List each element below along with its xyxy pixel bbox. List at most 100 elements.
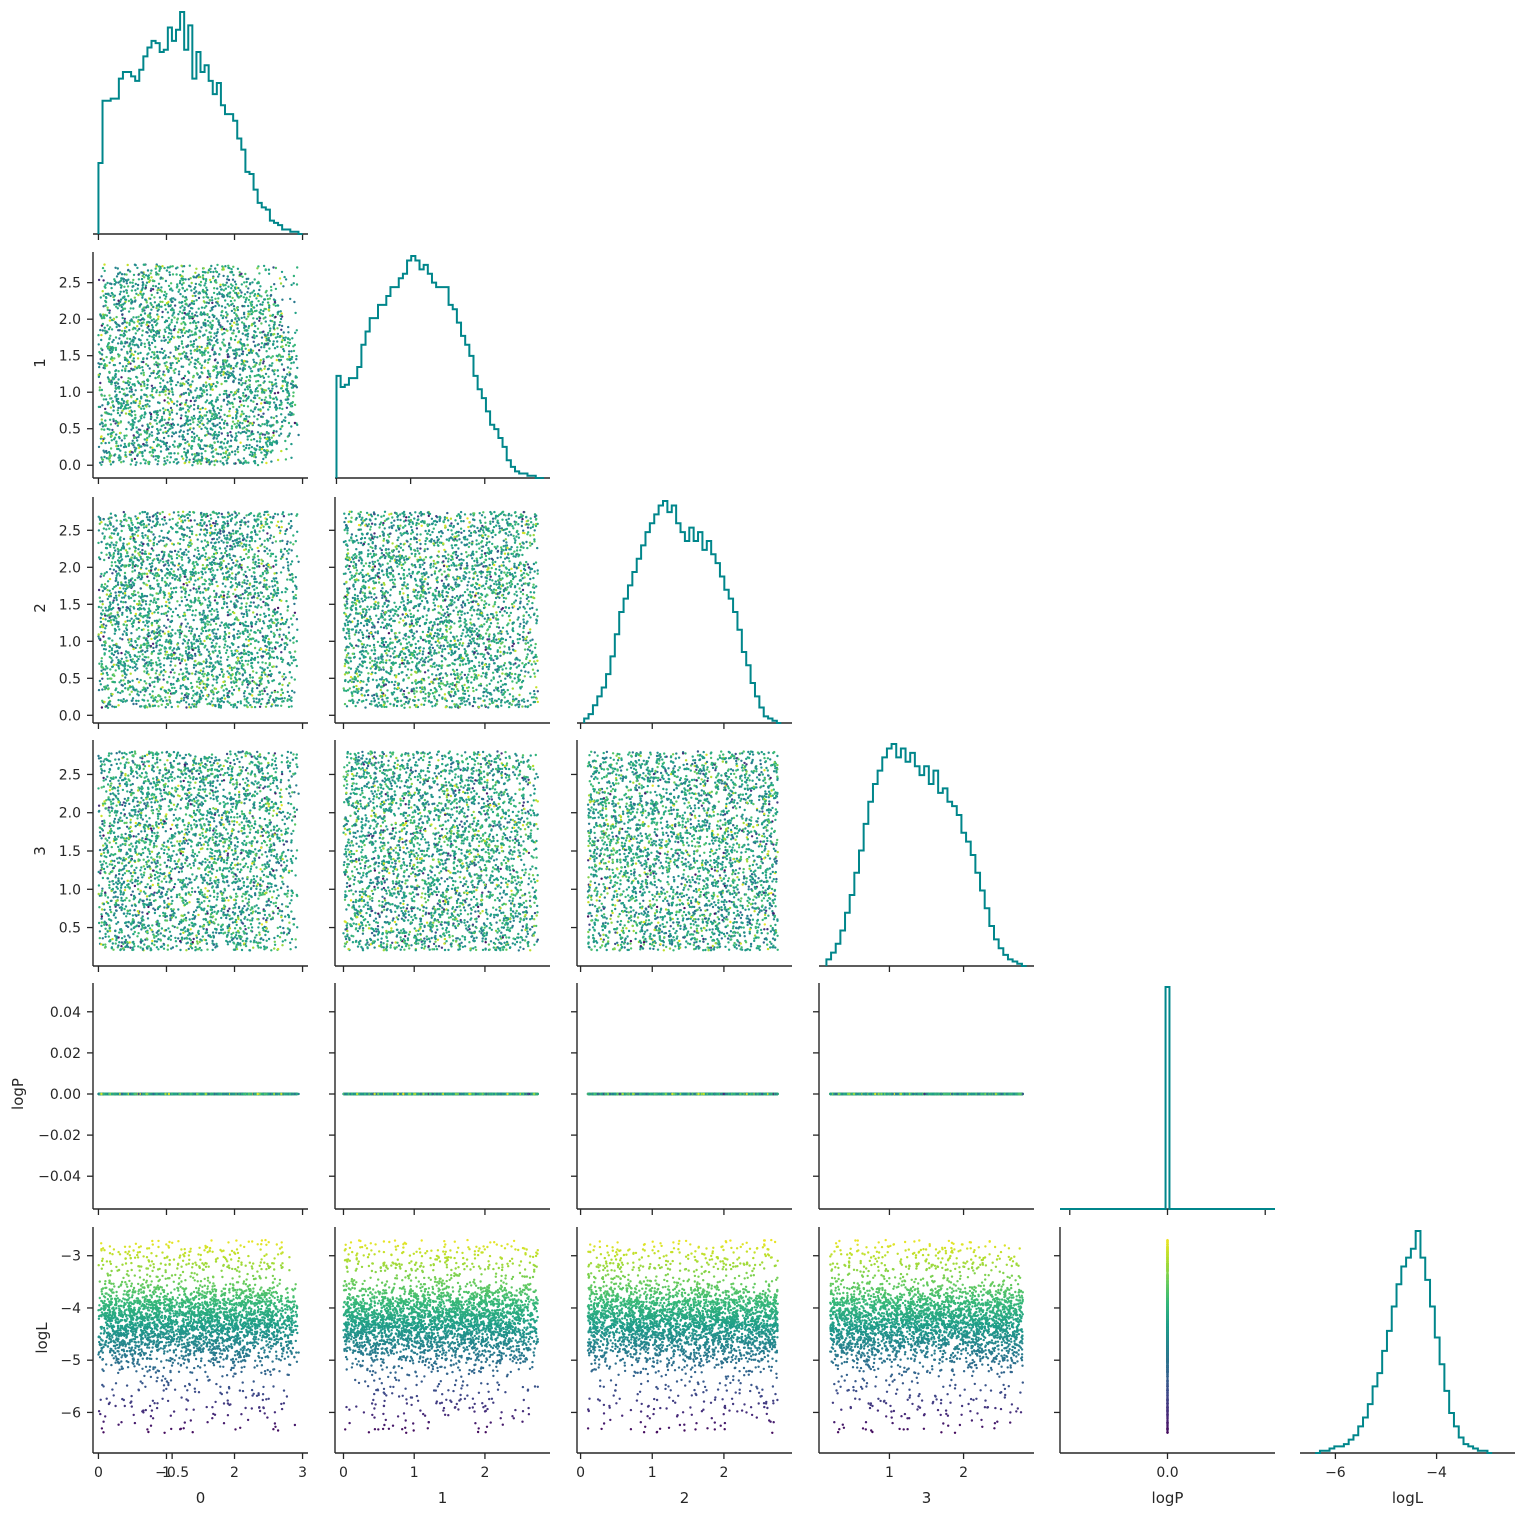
scatter-point [112,339,114,341]
scatter-point [238,348,240,350]
scatter-point [268,309,270,311]
scatter-point [285,278,287,280]
scatter-point [182,295,184,297]
scatter-point [261,304,263,306]
scatter-point [201,306,203,308]
scatter-point [99,363,101,365]
scatter-point [171,409,173,411]
scatter-point [159,382,161,384]
scatter-point [124,443,126,445]
scatter-point [263,265,265,267]
scatter-point [198,337,200,339]
scatter-point [206,458,208,460]
scatter-point [279,428,281,430]
scatter-point [179,385,181,387]
scatter-point [203,414,205,416]
scatter-point [252,350,254,352]
scatter-point [141,278,143,280]
scatter-point [238,406,240,408]
scatter-point [242,463,244,465]
scatter-point [169,461,171,463]
scatter-point [260,402,262,404]
scatter-point [227,295,229,297]
scatter-point [191,282,193,284]
scatter-point [121,405,123,407]
scatter-point [273,401,275,403]
scatter-point [275,288,277,290]
scatter-point [229,431,231,433]
scatter-point [257,300,259,302]
scatter-point [102,450,104,452]
scatter-point [247,462,249,464]
scatter-point [248,325,250,327]
scatter-point [255,297,257,299]
scatter-point [125,412,127,414]
scatter-point [258,374,260,376]
scatter-point [275,267,277,269]
scatter-point [131,411,133,413]
scatter-point [137,357,139,359]
scatter-point [114,390,116,392]
scatter-point [273,324,275,326]
scatter-point [231,271,233,273]
scatter-point [100,314,102,316]
scatter-point [230,445,232,447]
scatter-point [285,376,287,378]
scatter-point [166,442,168,444]
scatter-point [230,391,232,393]
scatter-point [135,376,137,378]
scatter-point [124,330,126,332]
scatter-point [115,395,117,397]
scatter-point [268,305,270,307]
scatter-point [282,356,284,358]
scatter-point [184,300,186,302]
scatter-point [256,335,258,337]
scatter-point [182,458,184,460]
scatter-point [133,357,135,359]
scatter-point [150,272,152,274]
scatter-point [275,385,277,387]
scatter-point [280,310,282,312]
scatter-point [110,423,112,425]
scatter-point [182,346,184,348]
scatter-point [144,298,146,300]
scatter-point [129,406,131,408]
scatter-point [166,459,168,461]
scatter-point [227,354,229,356]
scatter-point [139,400,141,402]
scatter-point [290,362,292,364]
scatter-point [165,432,167,434]
scatter-point [101,394,103,396]
scatter-point [237,323,239,325]
scatter-point [194,331,196,333]
scatter-point [279,277,281,279]
y-tick-label: 0.0 [59,458,81,474]
scatter-point [157,273,159,275]
scatter-point [215,367,217,369]
scatter-point [227,454,229,456]
scatter-point [214,267,216,269]
scatter-point [195,268,197,270]
scatter-point [134,450,136,452]
scatter-point [131,343,133,345]
scatter-point [101,389,103,391]
scatter-point [287,390,289,392]
scatter-point [117,267,119,269]
scatter-point [248,447,250,449]
scatter-point [144,346,146,348]
scatter-point [166,326,168,328]
scatter-point [133,421,135,423]
scatter-point [231,310,233,312]
scatter-point [273,373,275,375]
scatter-point [110,287,112,289]
scatter-point [170,407,172,409]
scatter-point [190,340,192,342]
scatter-point [142,330,144,332]
scatter-point [151,385,153,387]
scatter-point [121,334,123,336]
scatter-point [121,306,123,308]
scatter-point [154,321,156,323]
scatter-point [136,439,138,441]
scatter-point [243,316,245,318]
scatter-point [184,290,186,292]
